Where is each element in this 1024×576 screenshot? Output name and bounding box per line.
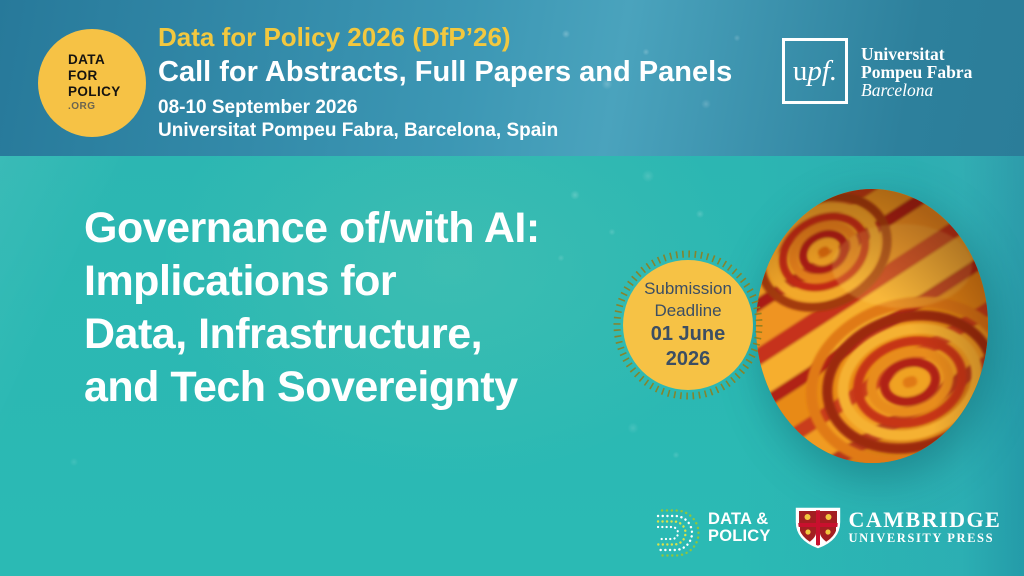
cambridge-line-1: CAMBRIDGE — [848, 507, 1002, 532]
badge-line-submission: Submission — [644, 279, 732, 298]
submission-deadline-badge: Submission Deadline 01 June 2026 — [623, 260, 753, 390]
conference-dates: 08-10 September 2026 — [158, 97, 358, 118]
badge-deadline-date: 01 June — [650, 323, 726, 345]
call-for-papers-heading: Call for Abstracts, Full Papers and Pane… — [158, 56, 733, 88]
title-line-4: and Tech Sovereignty — [84, 363, 518, 411]
cambridge-university-press-logo: CAMBRIDGE UNIVERSITY PRESS — [795, 505, 1002, 549]
deadline-badge-dashed-ring — [613, 250, 763, 400]
badge-line-deadline: Deadline — [654, 301, 722, 320]
data-policy-dots-icon — [656, 509, 700, 557]
upf-mark-icon: u pf. — [782, 38, 848, 104]
upf-mark-pf: pf. — [807, 54, 838, 87]
upf-name-block: Universitat Pompeu Fabra Barcelona — [861, 38, 972, 99]
cambridge-wordmark: CAMBRIDGE UNIVERSITY PRESS — [849, 509, 1002, 546]
upf-mark-u: u — [792, 54, 808, 87]
data-policy-line-1: DATA & — [708, 509, 769, 528]
title-line-3: Data, Infrastructure, — [84, 310, 483, 358]
header-text-block: Data for Policy 2026 (DfP’26) Call for A… — [158, 22, 732, 142]
dfp-logo-org: .ORG — [68, 101, 96, 112]
poster-main-title: Governance of/with AI: Implications for … — [84, 202, 540, 414]
swirl-3d-graphic — [756, 189, 988, 463]
header-band: DATA FOR POLICY .ORG Data for Policy 202… — [0, 0, 1024, 156]
conference-venue: Universitat Pompeu Fabra, Barcelona, Spa… — [158, 120, 559, 141]
data-for-policy-logo: DATA FOR POLICY .ORG — [38, 29, 146, 137]
data-policy-line-2: POLICY — [708, 525, 771, 545]
dfp-logo-line: POLICY — [68, 84, 121, 99]
cambridge-shield-icon — [795, 507, 840, 549]
title-line-2: Implications for — [84, 257, 397, 305]
cambridge-line-2: UNIVERSITY PRESS — [848, 531, 995, 545]
conference-title: Data for Policy 2026 (DfP’26) — [158, 22, 511, 52]
title-line-1: Governance of/with AI: — [84, 204, 540, 252]
footer-logos: DATA & POLICY CAMBRI — [650, 505, 1001, 560]
upf-name-line: Pompeu Fabra — [861, 61, 973, 82]
upf-name-line: Universitat — [861, 44, 945, 64]
upf-name-city: Barcelona — [861, 80, 934, 100]
badge-deadline-year: 2026 — [665, 348, 711, 370]
upf-logo: u pf. Universitat Pompeu Fabra Barcelona — [782, 38, 972, 104]
data-policy-wordmark: DATA & POLICY — [708, 509, 771, 545]
dfp-logo-line: DATA — [68, 52, 106, 67]
dfp-logo-line: FOR — [68, 68, 98, 83]
